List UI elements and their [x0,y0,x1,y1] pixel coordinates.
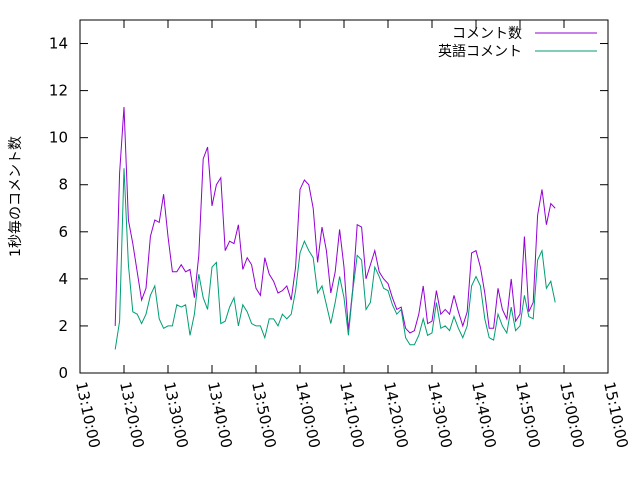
y-tick-label: 0 [58,364,68,382]
x-tick-label: 14:00:00 [292,380,324,450]
x-tick-label: 13:20:00 [116,380,148,450]
y-tick-label: 2 [58,317,68,335]
y-tick-label: 10 [49,129,68,147]
x-tick-label: 13:40:00 [204,380,236,450]
y-tick-label: 8 [58,176,68,194]
y-tick-label: 12 [49,82,68,100]
y-tick-label: 6 [58,223,68,241]
y-axis-title: 1秒毎のコメント数 [8,136,24,257]
x-tick-label: 14:20:00 [380,380,412,450]
x-tick-label: 14:40:00 [468,380,500,450]
x-tick-label: 15:00:00 [556,380,588,450]
series-line-1 [114,107,556,334]
x-tick-label: 14:30:00 [424,380,456,450]
x-tick-label: 14:50:00 [512,380,544,450]
x-tick-label: 14:10:00 [336,380,368,450]
legend-label-1: コメント数 [452,26,522,42]
x-tick-label: 13:30:00 [160,380,192,450]
y-axis: 0 2 4 6 8 10 12 14 [49,35,608,382]
series-line-2 [114,168,556,350]
x-tick-label: 13:50:00 [248,380,280,450]
series-lines [114,107,556,350]
legend-label-2: 英語コメント [438,43,522,60]
y-tick-label: 4 [58,270,68,288]
x-tick-label: 13:10:00 [72,380,104,450]
x-axis: 13:10:00 13:20:00 13:30:00 13:40:00 13:50:00… [72,20,632,450]
y-tick-label: 14 [49,35,68,53]
x-tick-label: 15:10:00 [600,380,632,450]
